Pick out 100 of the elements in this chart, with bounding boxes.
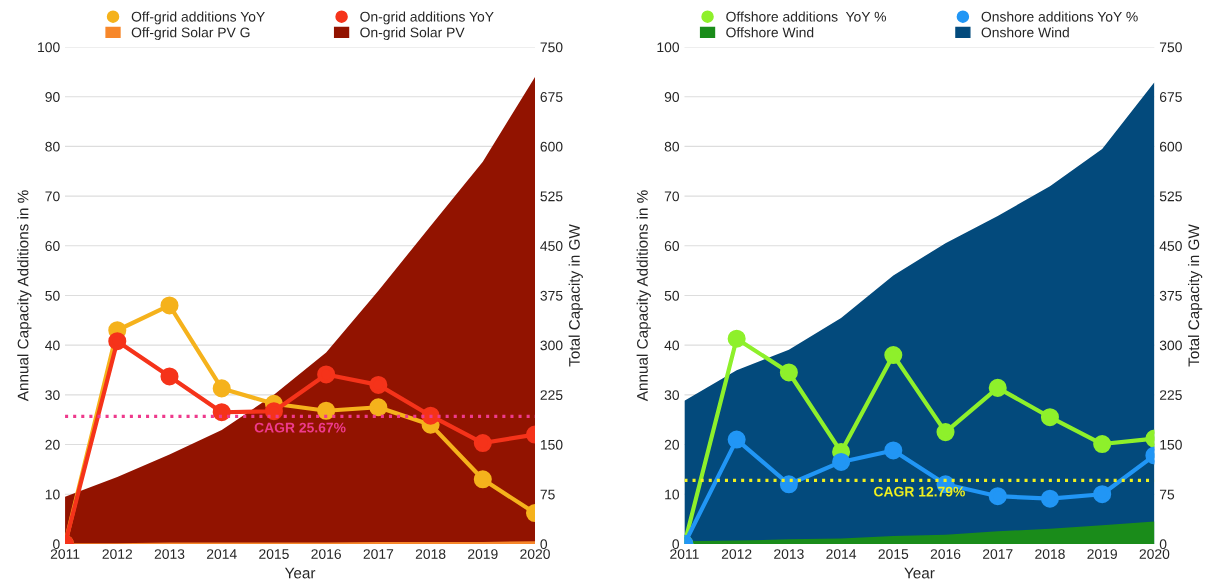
ref-line-label: CAGR 25.67% — [254, 422, 346, 433]
legend-label: On-grid Solar PV — [360, 27, 465, 41]
legend-label: Onshore Wind — [981, 27, 1069, 38]
point — [832, 452, 851, 471]
point — [369, 398, 388, 417]
x-tick-label: 2019 — [468, 549, 498, 559]
legend-label: Offshore Wind — [726, 27, 814, 38]
y2-tick-label: 75 — [540, 489, 555, 500]
y2-tick-label: 750 — [540, 42, 563, 53]
y2-tick-label: 225 — [1159, 390, 1182, 401]
legend-label: Offshore additions YoY % — [726, 11, 887, 22]
point — [988, 378, 1007, 397]
x-tick-label: 2019 — [1087, 549, 1117, 559]
x-tick-label: 2012 — [721, 549, 752, 559]
point — [473, 470, 492, 489]
y2-tick-label: 600 — [1159, 141, 1182, 152]
y-axis-title: Annual Capacity Additions in % — [636, 190, 651, 402]
y2-tick-label: 525 — [1159, 191, 1182, 202]
y2-tick-label: 150 — [540, 439, 563, 450]
legend-label: Off-grid Solar PV G — [131, 27, 250, 41]
y-tick-label: 0 — [672, 539, 680, 550]
x-axis-title: Year — [904, 567, 935, 579]
y2-tick-label: 300 — [540, 340, 563, 351]
y2-tick-label: 75 — [1159, 489, 1175, 500]
y-tick-label: 30 — [45, 390, 60, 401]
point — [421, 406, 440, 425]
point — [212, 379, 231, 398]
y-tick-label: 90 — [45, 92, 60, 102]
y-tick-label: 20 — [45, 439, 60, 450]
y2-tick-label: 300 — [1159, 340, 1182, 351]
point — [779, 363, 798, 382]
x-tick-label: 2016 — [930, 549, 961, 559]
y-tick-label: 30 — [664, 390, 680, 401]
y2-tick-label: 525 — [540, 191, 563, 202]
point — [727, 430, 746, 449]
y-tick-label: 10 — [45, 489, 60, 500]
y2-tick-label: 225 — [540, 390, 563, 401]
y-tick-label: 0 — [53, 539, 60, 550]
x-tick-label: 2014 — [826, 549, 857, 559]
x-tick-label: 2018 — [1035, 549, 1065, 559]
y2-tick-label: 750 — [1159, 42, 1182, 53]
point — [1093, 485, 1112, 504]
point — [884, 346, 903, 365]
y2-tick-label: 675 — [1159, 92, 1182, 102]
y-tick-label: 100 — [657, 42, 680, 53]
point — [317, 401, 336, 420]
y2-tick-label: 450 — [540, 241, 563, 251]
y-tick-label: 100 — [38, 42, 60, 53]
y2-tick-label: 375 — [1159, 290, 1182, 301]
x-tick-label: 2020 — [520, 549, 550, 559]
x-tick-label: 2013 — [154, 549, 185, 559]
point — [369, 375, 388, 394]
point — [1040, 408, 1059, 427]
x-tick-label: 2018 — [415, 549, 446, 559]
y-tick-label: 40 — [664, 340, 680, 351]
x-tick-label: 2013 — [774, 549, 804, 559]
point — [473, 434, 492, 453]
y2-tick-label: 450 — [1159, 241, 1182, 251]
point — [264, 402, 283, 421]
y2-axis-title: Total Capacity in GW — [1187, 224, 1203, 367]
x-axis-title: Year — [284, 567, 316, 579]
legend-label: Off-grid additions YoY — [131, 11, 265, 25]
x-tick-label: 2017 — [982, 549, 1013, 559]
y2-axis-title: Total Capacity in GW — [568, 224, 583, 367]
point — [160, 296, 179, 315]
y-tick-label: 20 — [664, 439, 680, 450]
point — [212, 403, 231, 422]
y-tick-label: 10 — [665, 489, 680, 500]
x-tick-label: 2011 — [50, 549, 80, 559]
point — [884, 441, 903, 460]
legend-label: Onshore additions YoY % — [981, 11, 1138, 22]
y-tick-label: 50 — [45, 290, 60, 301]
ref-line-label: CAGR 12.79% — [874, 486, 965, 497]
x-tick-label: 2015 — [878, 549, 909, 559]
point — [317, 365, 336, 384]
x-tick-label: 2015 — [259, 549, 289, 559]
y2-tick-label: 675 — [540, 92, 563, 102]
legend-label: On-grid additions YoY — [360, 11, 494, 25]
x-tick-label: 2014 — [206, 549, 237, 559]
point — [988, 487, 1007, 506]
y-tick-label: 70 — [664, 191, 680, 202]
point — [936, 423, 955, 442]
y2-tick-label: 150 — [1160, 439, 1182, 450]
x-tick-label: 2012 — [102, 549, 133, 559]
y-axis-title: Annual Capacity Additions in % — [17, 190, 32, 402]
y2-tick-label: 600 — [540, 141, 563, 152]
x-tick-label: 2017 — [363, 549, 394, 559]
y-tick-label: 70 — [45, 191, 60, 202]
point — [779, 475, 798, 494]
y-tick-label: 50 — [664, 290, 680, 301]
y-tick-label: 60 — [45, 241, 60, 251]
x-tick-label: 2016 — [311, 549, 341, 559]
point — [108, 332, 127, 351]
point — [727, 329, 746, 348]
y-tick-label: 90 — [664, 92, 680, 102]
y-tick-label: 80 — [45, 141, 60, 152]
y-tick-label: 80 — [664, 141, 680, 152]
y-tick-label: 40 — [45, 340, 60, 351]
point — [160, 367, 179, 386]
y-tick-label: 60 — [664, 241, 680, 251]
